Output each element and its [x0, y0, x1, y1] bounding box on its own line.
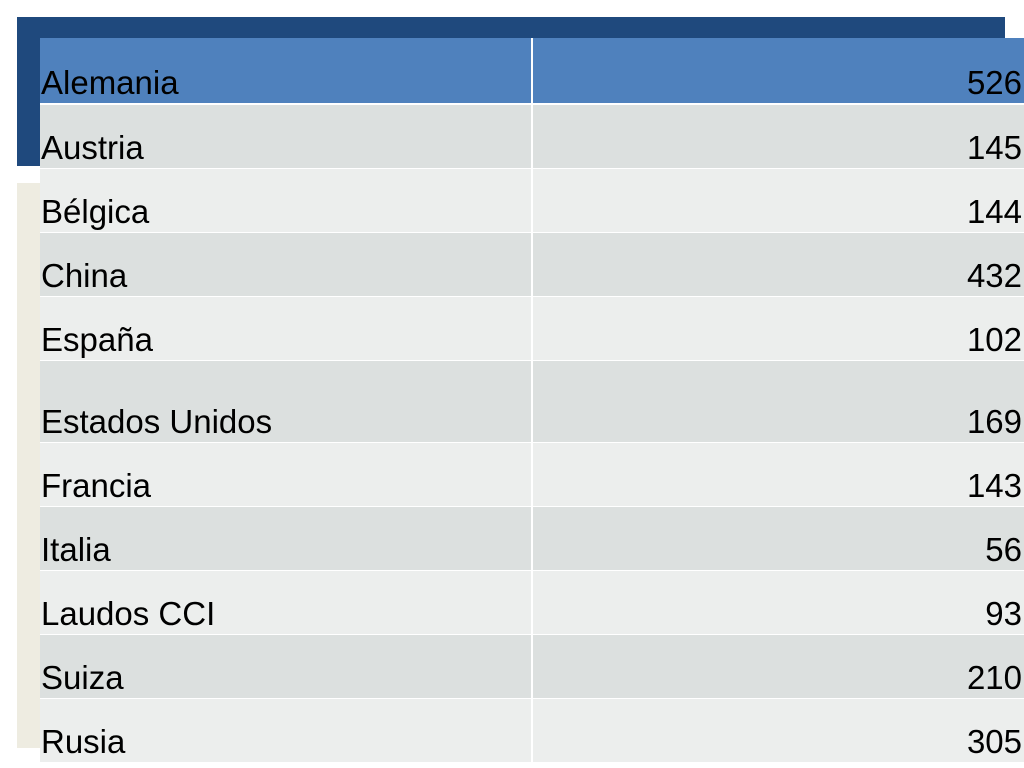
table-row: China 432 — [40, 232, 1024, 296]
table-cell-country: Austria — [40, 104, 533, 168]
table-cell-value: 432 — [532, 232, 1024, 296]
table-row: España 102 — [40, 296, 1024, 360]
table-header-row: Alemania 526 — [40, 38, 1024, 105]
table-cell-country: Francia — [40, 442, 533, 506]
table-cell-country: China — [40, 232, 533, 296]
table-row: Austria 145 — [40, 104, 1024, 168]
table-cell-country: Suiza — [40, 634, 533, 698]
table-row: Francia 143 — [40, 442, 1024, 506]
table-cell-country: Bélgica — [40, 168, 533, 232]
table-row: Suiza 210 — [40, 634, 1024, 698]
table-cell-country: Rusia — [40, 698, 533, 762]
table-cell-value: 102 — [532, 296, 1024, 360]
table-row: Bélgica 144 — [40, 168, 1024, 232]
table-cell-value: 143 — [532, 442, 1024, 506]
table-cell-value: 210 — [532, 634, 1024, 698]
country-count-table: Alemania 526 Austria 145 Bélgica 144 Chi… — [40, 38, 1024, 763]
table-row: Italia 56 — [40, 506, 1024, 570]
table-cell-country: Alemania — [40, 38, 533, 105]
table-cell-country: Estados Unidos — [40, 360, 533, 442]
table-cell-country: Laudos CCI — [40, 570, 533, 634]
table-row: Estados Unidos 169 — [40, 360, 1024, 442]
table-cell-value: 145 — [532, 104, 1024, 168]
table-cell-value: 526 — [532, 38, 1024, 105]
table-cell-value: 56 — [532, 506, 1024, 570]
table-cell-value: 144 — [532, 168, 1024, 232]
table-cell-value: 305 — [532, 698, 1024, 762]
table-cell-value: 169 — [532, 360, 1024, 442]
table-cell-value: 93 — [532, 570, 1024, 634]
table-row: Rusia 305 — [40, 698, 1024, 762]
decorative-side-bar — [17, 183, 40, 748]
table-cell-country: Italia — [40, 506, 533, 570]
table-row: Laudos CCI 93 — [40, 570, 1024, 634]
table-cell-country: España — [40, 296, 533, 360]
